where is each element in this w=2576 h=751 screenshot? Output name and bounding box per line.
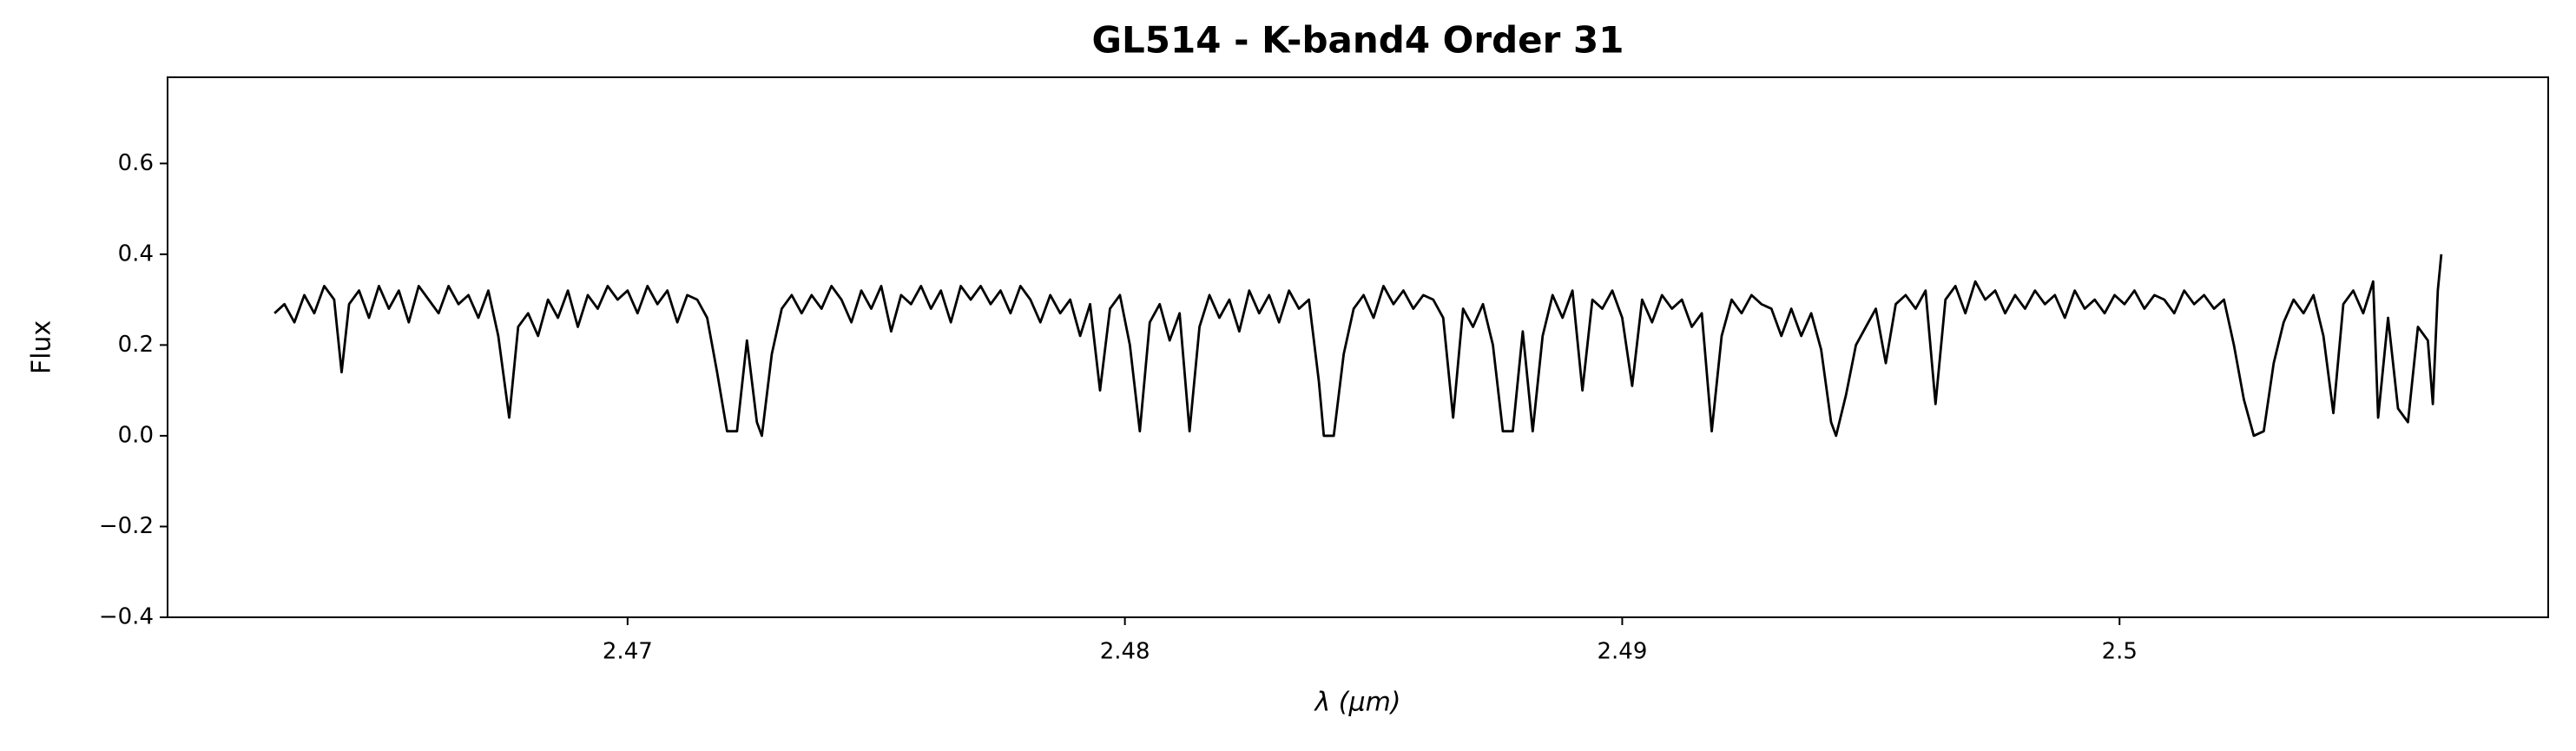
spectrum-line	[273, 254, 2443, 438]
x-tick-label: 2.47	[603, 639, 653, 665]
y-tick-label: 0.0	[118, 422, 154, 448]
x-tick-label: 2.49	[1597, 639, 1647, 665]
x-axis-label: λ (μm)	[1313, 688, 1400, 718]
y-tick-label: −0.2	[99, 513, 154, 539]
y-tick-label: 0.6	[118, 150, 154, 176]
y-tick-label: 0.2	[118, 332, 154, 358]
y-tick-label: −0.4	[99, 604, 154, 630]
chart-title: GL514 - K-band4 Order 31	[1092, 19, 1624, 62]
y-tick-label: 0.4	[118, 240, 154, 267]
y-axis-label: Flux	[27, 320, 57, 374]
plot-frame	[167, 76, 2549, 618]
x-tick-label: 2.5	[2102, 639, 2138, 665]
x-tick-label: 2.48	[1100, 639, 1150, 665]
